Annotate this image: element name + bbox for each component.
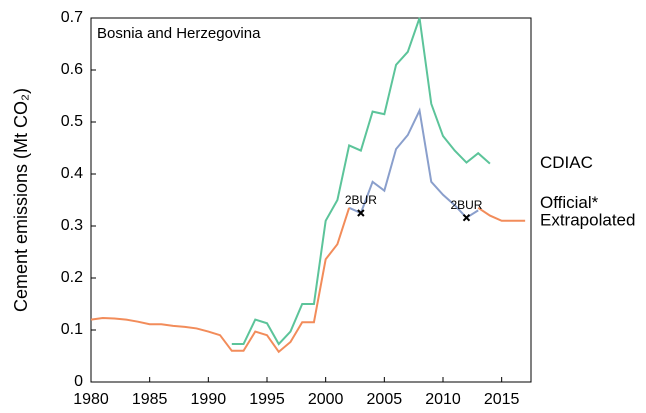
annotation-marker: [462, 213, 471, 222]
x-tick-label: 2010: [425, 391, 461, 408]
chart-title: Bosnia and Herzegovina: [97, 25, 261, 42]
x-tick-label: 1990: [191, 391, 227, 408]
y-tick-label: 0.5: [61, 113, 83, 130]
legend-label: Official*: [540, 193, 599, 212]
x-tick-label: 2015: [484, 391, 520, 408]
y-tick-label: 0.3: [61, 217, 83, 234]
y-tick-label: 0.1: [61, 321, 83, 338]
plot-frame: [90, 17, 532, 383]
annotation-label: 2BUR: [450, 198, 482, 212]
x-tick-label: 2000: [308, 391, 344, 408]
y-tick-label: 0.6: [61, 61, 83, 78]
y-tick-label: 0.7: [61, 9, 83, 26]
x-tick-label: 1980: [73, 391, 109, 408]
legend-label: CDIAC: [540, 153, 593, 172]
annotation-label: 2BUR: [345, 193, 377, 207]
series-line: [90, 206, 526, 354]
x-tick-label: 2005: [367, 391, 403, 408]
x-tick-label: 1985: [132, 391, 168, 408]
y-tick-label: 0.2: [61, 269, 83, 286]
y-tick-label: 0: [74, 373, 83, 390]
y-axis-label: Cement emissions (Mt CO₂): [11, 88, 31, 312]
series-line: [231, 17, 491, 346]
annotation-marker: [357, 209, 365, 217]
y-tick-label: 0.4: [61, 165, 83, 182]
legend-label: Extrapolated: [540, 210, 635, 229]
x-tick-label: 1995: [249, 391, 285, 408]
series-line: [348, 107, 479, 219]
